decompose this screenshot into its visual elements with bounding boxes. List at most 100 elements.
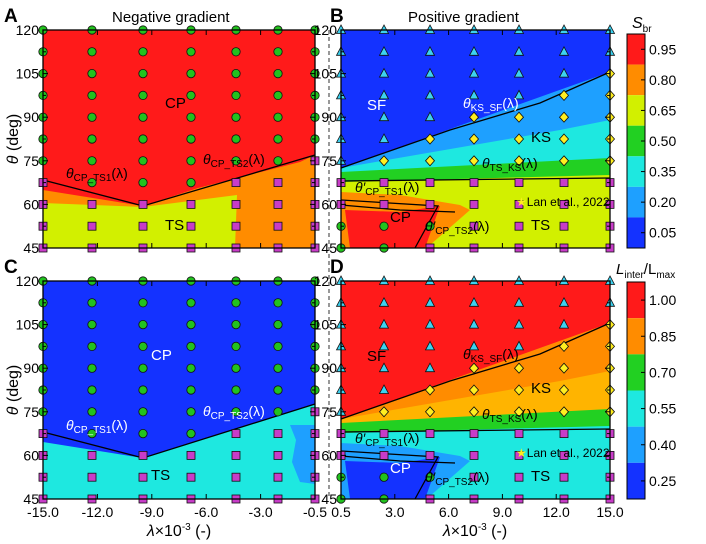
cp-marker <box>138 319 148 330</box>
cp-marker <box>87 298 97 308</box>
colorbar-segment <box>627 390 645 427</box>
ts-marker <box>469 429 479 439</box>
sf-marker <box>513 318 525 329</box>
x-tick-label: 6.0 <box>439 504 459 520</box>
cp-marker <box>138 134 148 144</box>
region-ts-label: TS <box>531 217 550 234</box>
cp-marker <box>273 47 283 57</box>
sf-marker <box>424 24 436 34</box>
colorbar-tick-label: 0.65 <box>649 102 676 118</box>
cp-marker <box>186 156 196 166</box>
ks-marker <box>558 89 570 101</box>
curve-ts-ks-label: θTS_KS(λ) <box>482 406 538 425</box>
cp-marker <box>231 69 241 79</box>
x-tick-label: 12.0 <box>543 504 570 520</box>
ts-marker <box>514 429 524 439</box>
ts-marker <box>469 199 479 209</box>
ts-marker <box>425 450 435 460</box>
y-tick-label: 120 <box>16 273 40 289</box>
colorbar-tick-label: 0.20 <box>649 194 676 210</box>
cp-marker <box>138 112 148 122</box>
y-tick-label: 105 <box>16 66 40 82</box>
ts-marker <box>87 221 97 231</box>
sf-marker <box>468 89 480 100</box>
ts-marker <box>559 472 569 482</box>
cp-marker <box>138 407 148 417</box>
ts-marker <box>514 450 524 460</box>
ts-marker <box>273 450 283 460</box>
x-tick-label: 15.0 <box>596 504 623 520</box>
cp-marker <box>186 47 196 57</box>
cp-marker <box>273 90 283 101</box>
ks-marker <box>424 133 436 145</box>
ks-marker <box>468 155 480 167</box>
sf-marker <box>378 133 390 143</box>
sf-marker <box>513 275 525 285</box>
cp-marker <box>186 90 196 101</box>
cp-marker <box>138 298 148 308</box>
ks-marker <box>424 406 436 418</box>
ts-marker <box>379 429 389 439</box>
ts-marker <box>273 178 283 188</box>
ks-marker <box>378 406 390 418</box>
sf-marker <box>378 24 390 34</box>
cp-marker <box>231 319 241 330</box>
sf-marker <box>468 67 480 78</box>
colorbar-tick-label: 0.40 <box>649 437 676 453</box>
colorbar-segment <box>627 282 645 319</box>
sf-marker <box>468 45 480 56</box>
cp-marker <box>87 178 97 188</box>
ts-marker <box>87 472 97 482</box>
ts-marker <box>273 199 283 209</box>
panel-title-positive: Positive gradient <box>408 9 520 26</box>
cp-marker <box>379 221 389 231</box>
panel-b: SF KS CP TS θKS_SF(λ) θTS_KS(λ) θ′CP_TS1… <box>314 6 616 256</box>
colorbar-tick-label: 0.85 <box>649 328 676 344</box>
colorbar-segment <box>627 64 645 96</box>
curve-cp-ts2-prime-label: θ′CP_TS2(λ) <box>425 469 489 488</box>
y-tick-label: 105 <box>314 317 338 333</box>
ts-marker <box>379 199 389 209</box>
cp-marker <box>273 363 283 373</box>
y-tick-label: 75 <box>321 153 337 169</box>
y-tick-label: 105 <box>314 66 338 82</box>
ts-marker <box>469 221 479 231</box>
sf-marker <box>513 45 525 56</box>
cp-marker <box>186 298 196 308</box>
sf-marker <box>468 296 480 307</box>
ts-marker <box>559 221 569 231</box>
region-sf-label: SF <box>367 348 386 365</box>
y-tick-label: 45 <box>23 491 39 507</box>
cp-marker <box>87 341 97 351</box>
sky-region <box>290 425 315 484</box>
ts-marker <box>425 199 435 209</box>
region-ts-label: TS <box>165 217 184 234</box>
panel-label-d: D <box>330 257 344 278</box>
cp-region <box>345 206 440 248</box>
region-ts-label: TS <box>531 468 550 485</box>
ts-marker <box>231 429 241 439</box>
y-tick-label: 120 <box>314 22 338 38</box>
cp-marker <box>87 90 97 101</box>
ts-marker <box>273 221 283 231</box>
cp-marker <box>273 112 283 122</box>
curve-ks-sf-label: θKS_SF(λ) <box>463 95 519 114</box>
curve-cp-ts1-prime-label: θ′CP_TS1(λ) <box>355 430 419 449</box>
ts-marker <box>87 450 97 460</box>
ts-marker <box>514 199 524 209</box>
colorbar-tick-label: 0.70 <box>649 364 676 380</box>
region-ts-label: TS <box>151 467 170 484</box>
ts-marker <box>231 450 241 460</box>
y-axis-label-top: θ (deg) <box>5 114 22 164</box>
ts-region <box>43 404 315 499</box>
ts-marker <box>514 178 524 188</box>
x-tick-label: -15.0 <box>27 504 59 520</box>
ts-marker <box>514 221 524 231</box>
ks-marker <box>558 362 570 374</box>
panel-label-c: C <box>4 257 18 278</box>
colorbar-segment <box>627 95 645 126</box>
ks-marker <box>424 384 436 396</box>
sf-marker <box>558 45 570 56</box>
curve-cp-ts2-prime-label: θ′CP_TS2(λ) <box>425 218 489 237</box>
region-cp-label: CP <box>165 95 186 112</box>
